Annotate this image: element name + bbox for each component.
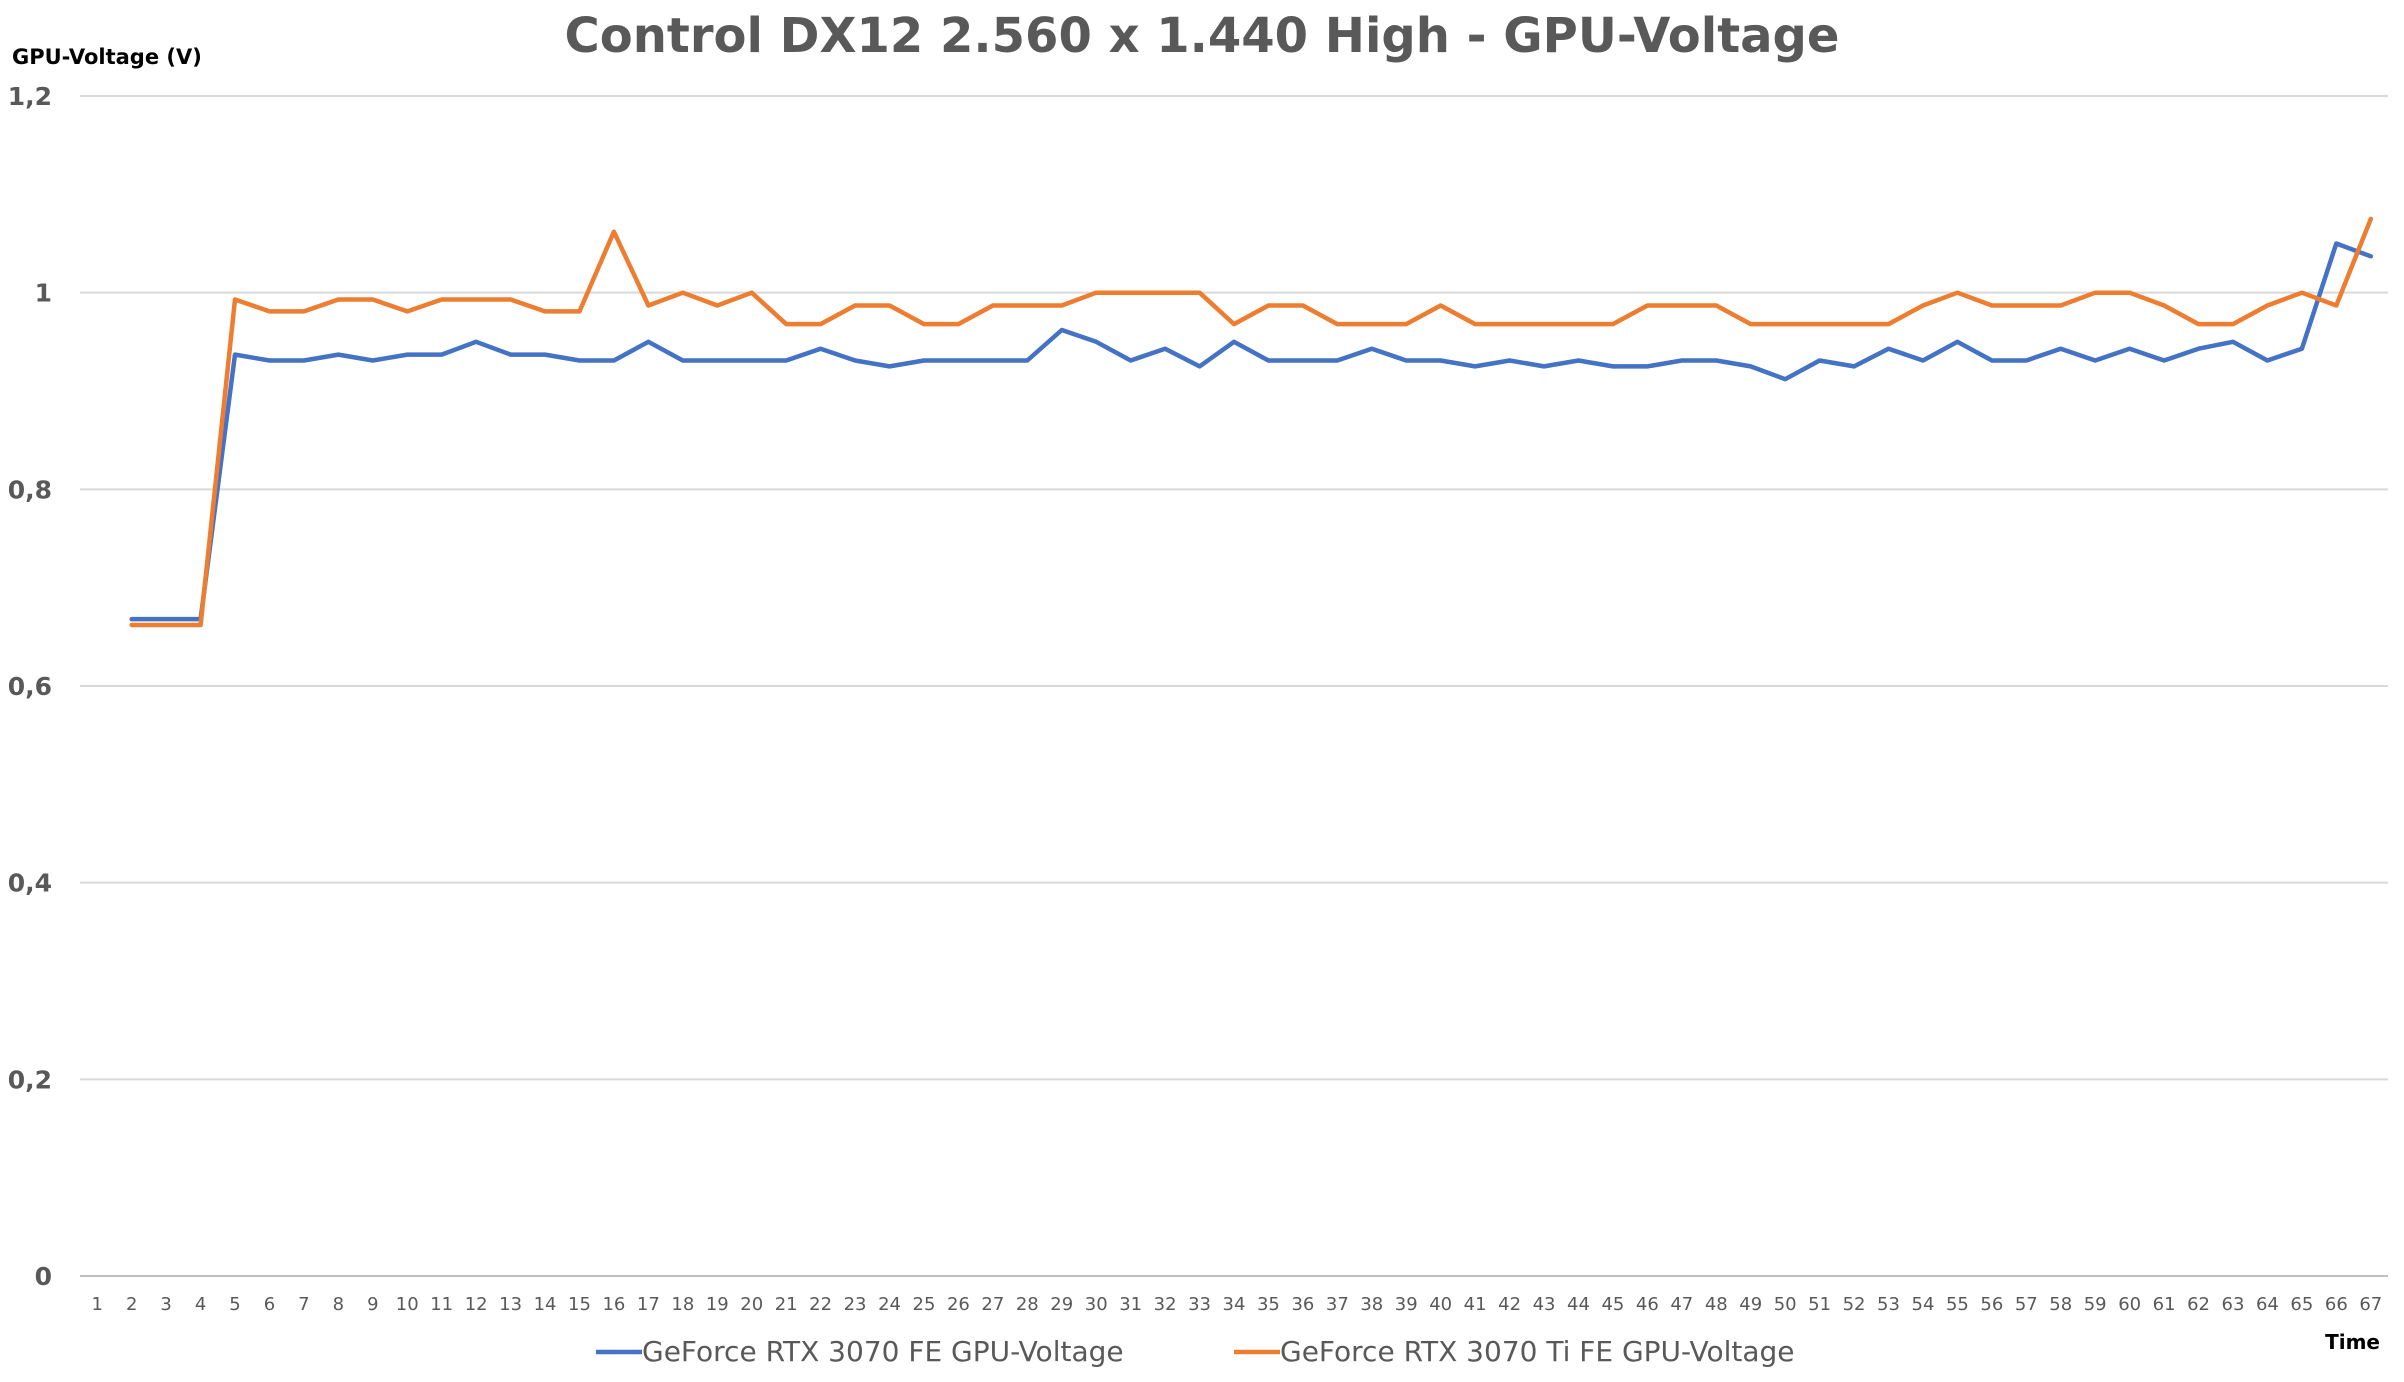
x-tick-label: 54 xyxy=(1912,1294,1935,1315)
y-tick-label: 1 xyxy=(35,279,52,308)
x-tick-label: 3 xyxy=(160,1294,171,1315)
x-tick-label: 40 xyxy=(1429,1294,1452,1315)
x-tick-label: 15 xyxy=(568,1294,591,1315)
x-tick-label: 57 xyxy=(2015,1294,2038,1315)
x-tick-label: 10 xyxy=(396,1294,419,1315)
x-tick-label: 50 xyxy=(1774,1294,1797,1315)
x-tick-label: 29 xyxy=(1050,1294,1073,1315)
x-tick-label: 48 xyxy=(1705,1294,1728,1315)
x-tick-label: 28 xyxy=(1016,1294,1039,1315)
y-tick-label: 0,6 xyxy=(8,672,52,701)
x-tick-label: 14 xyxy=(534,1294,557,1315)
x-tick-label: 5 xyxy=(229,1294,240,1315)
legend: GeForce RTX 3070 FE GPU-Voltage GeForce R… xyxy=(596,1335,1795,1368)
y-axis-label: GPU-Voltage (V) xyxy=(12,45,202,69)
x-tick-label: 66 xyxy=(2325,1294,2348,1315)
series-lines xyxy=(129,216,2374,628)
y-tick-label: 0 xyxy=(35,1262,52,1291)
x-tick-label: 44 xyxy=(1567,1294,1590,1315)
x-tick-label: 42 xyxy=(1498,1294,1521,1315)
x-tick-label: 52 xyxy=(1843,1294,1866,1315)
x-tick-label: 46 xyxy=(1636,1294,1659,1315)
x-tick-label: 18 xyxy=(671,1294,694,1315)
x-tick-label: 13 xyxy=(499,1294,522,1315)
x-tick-label: 30 xyxy=(1085,1294,1108,1315)
x-tick-label: 20 xyxy=(740,1294,763,1315)
x-tick-label: 36 xyxy=(1291,1294,1314,1315)
x-tick-label: 55 xyxy=(1946,1294,1969,1315)
x-tick-label: 11 xyxy=(430,1294,453,1315)
x-tick-label: 65 xyxy=(2290,1294,2313,1315)
y-tick-labels: 0 0,2 0,4 0,6 0,8 1 1,2 xyxy=(8,82,52,1291)
x-tick-labels: 1 2 3 4 5 6 7 8 9 10 11 12 13 14 15 16 17 18 19 20 21 22 23 24 2… xyxy=(91,1294,2382,1315)
x-tick-label: 31 xyxy=(1119,1294,1142,1315)
x-tick-label: 33 xyxy=(1188,1294,1211,1315)
x-tick-label: 47 xyxy=(1670,1294,1693,1315)
x-tick-label: 53 xyxy=(1877,1294,1900,1315)
x-tick-label: 35 xyxy=(1257,1294,1280,1315)
x-tick-label: 67 xyxy=(2359,1294,2382,1315)
x-tick-label: 4 xyxy=(195,1294,206,1315)
x-tick-label: 16 xyxy=(602,1294,625,1315)
x-tick-label: 59 xyxy=(2084,1294,2107,1315)
x-axis-label: Time xyxy=(2325,1330,2380,1354)
x-tick-label: 7 xyxy=(298,1294,309,1315)
series-line-1 xyxy=(129,241,2374,622)
x-tick-label: 27 xyxy=(981,1294,1004,1315)
x-tick-label: 62 xyxy=(2187,1294,2210,1315)
x-tick-label: 12 xyxy=(465,1294,488,1315)
x-tick-label: 23 xyxy=(844,1294,867,1315)
legend-label: GeForce RTX 3070 Ti FE GPU-Voltage xyxy=(1280,1335,1795,1368)
x-tick-label: 56 xyxy=(1980,1294,2003,1315)
x-tick-label: 64 xyxy=(2256,1294,2279,1315)
x-tick-label: 39 xyxy=(1395,1294,1418,1315)
y-tick-label: 0,8 xyxy=(8,475,52,504)
x-tick-label: 61 xyxy=(2153,1294,2176,1315)
x-tick-label: 6 xyxy=(264,1294,275,1315)
y-tick-label: 1,2 xyxy=(8,82,52,111)
legend-label: GeForce RTX 3070 FE GPU-Voltage xyxy=(642,1335,1124,1368)
y-tick-label: 0,2 xyxy=(8,1065,52,1094)
x-tick-label: 63 xyxy=(2222,1294,2245,1315)
series-line-2 xyxy=(129,216,2374,628)
x-tick-label: 22 xyxy=(809,1294,832,1315)
x-tick-label: 2 xyxy=(126,1294,137,1315)
x-tick-label: 26 xyxy=(947,1294,970,1315)
x-tick-label: 17 xyxy=(637,1294,660,1315)
x-tick-label: 43 xyxy=(1533,1294,1556,1315)
x-tick-label: 37 xyxy=(1326,1294,1349,1315)
x-tick-label: 34 xyxy=(1223,1294,1246,1315)
x-tick-label: 9 xyxy=(367,1294,378,1315)
x-tick-label: 21 xyxy=(775,1294,798,1315)
x-tick-label: 51 xyxy=(1808,1294,1831,1315)
x-tick-label: 32 xyxy=(1154,1294,1177,1315)
grid xyxy=(80,95,2388,1277)
x-tick-label: 58 xyxy=(2049,1294,2072,1315)
x-tick-label: 24 xyxy=(878,1294,901,1315)
x-tick-label: 38 xyxy=(1360,1294,1383,1315)
x-tick-label: 60 xyxy=(2118,1294,2141,1315)
x-tick-label: 25 xyxy=(913,1294,936,1315)
x-tick-label: 49 xyxy=(1739,1294,1762,1315)
x-tick-label: 45 xyxy=(1601,1294,1624,1315)
chart-title: Control DX12 2.560 x 1.440 High - GPU-Vo… xyxy=(565,8,1840,64)
x-tick-label: 8 xyxy=(333,1294,344,1315)
y-tick-label: 0,4 xyxy=(8,869,52,898)
x-tick-label: 41 xyxy=(1464,1294,1487,1315)
x-tick-label: 19 xyxy=(706,1294,729,1315)
x-tick-label: 1 xyxy=(91,1294,102,1315)
